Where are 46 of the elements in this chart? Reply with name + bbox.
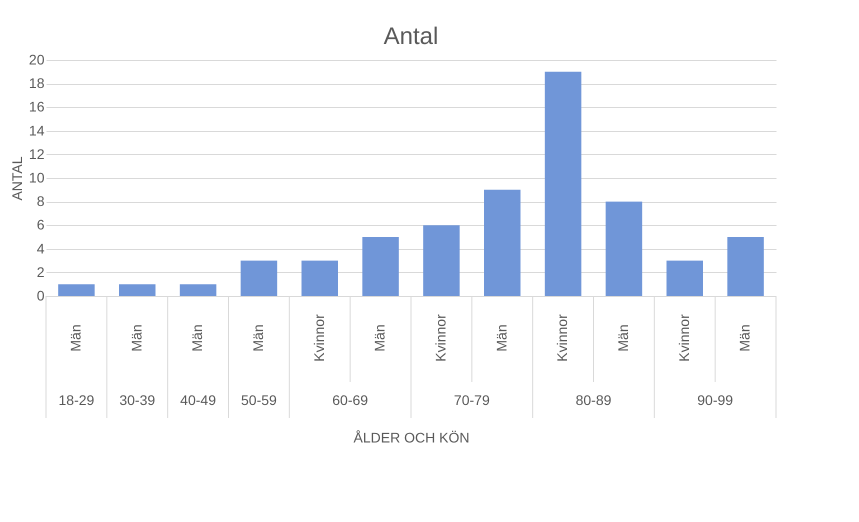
y-tick-label: 16 [28, 98, 45, 115]
bar [606, 202, 642, 296]
x-tick-label: Män [493, 324, 510, 352]
x-axis-title: ÅLDER OCH KÖN [354, 430, 470, 446]
bar [119, 284, 156, 296]
chart-title: Antal [384, 23, 438, 50]
x-tick-label: Män [67, 324, 84, 352]
text: 40-49 [180, 392, 216, 408]
bar [484, 190, 520, 296]
text: 70-79 [454, 392, 490, 408]
text: 30-39 [119, 392, 156, 408]
bar [727, 237, 764, 296]
y-tick-label: 4 [36, 240, 45, 256]
bar [302, 260, 338, 296]
bar [544, 72, 582, 296]
y-tick-label: 14 [28, 122, 45, 138]
y-tick-label: 12 [28, 146, 45, 162]
x-tick-label: Kvinnor [554, 314, 570, 362]
bar [666, 260, 703, 296]
bar [180, 284, 216, 296]
text: 18-29 [58, 392, 95, 408]
y-tick-label: 6 [36, 216, 45, 233]
x-tick-label: Män [128, 324, 144, 352]
text: 80-89 [576, 392, 612, 408]
text: 60-69 [332, 392, 368, 408]
x-tick-label: Män [614, 324, 631, 352]
x-tick-label: Kvinnor [432, 314, 448, 362]
y-tick-label: 10 [28, 170, 45, 186]
x-tick-label: Män [189, 324, 206, 352]
y-tick-label: 2 [36, 264, 45, 280]
x-tick-label: Kvinnor [676, 314, 692, 362]
x-tick-label: Kvinnor [310, 314, 327, 362]
text: 90-99 [697, 392, 734, 408]
x-tick-label: Män [250, 324, 266, 352]
y-tick-label: 8 [36, 193, 45, 210]
bar [423, 225, 460, 296]
y-tick-label: 20 [28, 52, 45, 68]
bar [58, 284, 95, 296]
bar [240, 260, 278, 296]
bar [362, 237, 399, 296]
x-tick-label: Män [736, 324, 753, 352]
y-tick-label: 18 [28, 75, 45, 92]
x-tick-label: Män [372, 324, 388, 352]
y-axis-title: ANTAL [8, 156, 25, 201]
y-tick-label: 0 [36, 288, 45, 304]
text: 50-59 [241, 392, 278, 408]
